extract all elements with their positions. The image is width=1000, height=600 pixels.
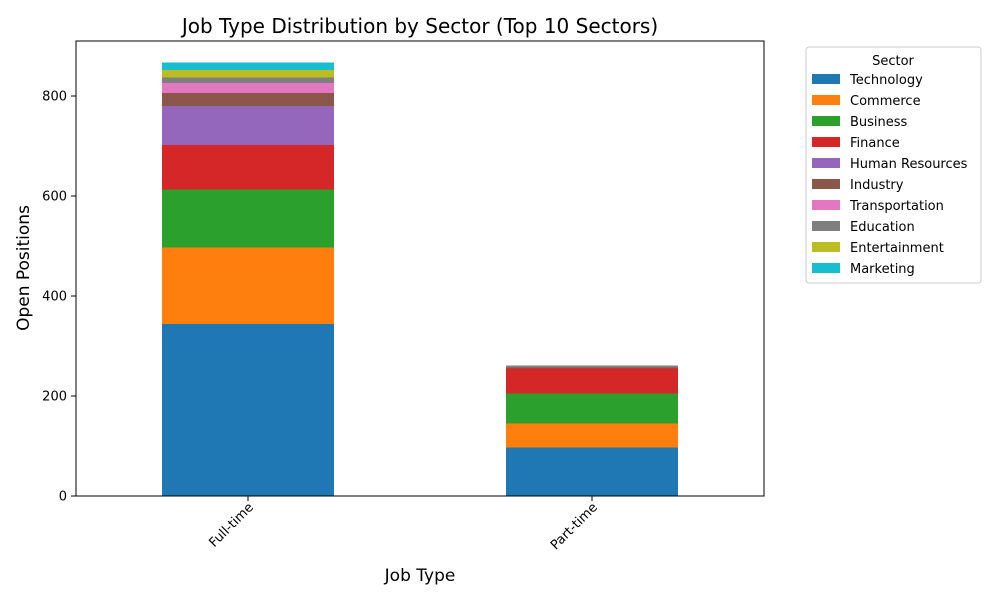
x-axis: Full-time Part-time — [206, 496, 601, 553]
x-axis-title: Job Type — [384, 566, 456, 586]
bar-segment-industry-part-time — [506, 367, 678, 369]
y-tick-label: 600 — [42, 190, 67, 205]
x-tick-label-full-time: Full-time — [206, 500, 256, 550]
legend-label-entertainment: Entertainment — [850, 241, 944, 256]
legend-swatch-transportation — [812, 200, 840, 210]
legend-label-human-resources: Human Resources — [850, 157, 968, 172]
legend-label-marketing: Marketing — [850, 262, 915, 277]
bar-segment-commerce-full-time — [162, 247, 334, 324]
bar-segment-technology-full-time — [162, 324, 334, 496]
bar-segment-education-part-time — [506, 365, 678, 368]
bar-segment-education-full-time — [162, 77, 334, 83]
bar-segment-transportation-full-time — [162, 83, 334, 93]
bar-segment-entertainment-full-time — [162, 70, 334, 78]
legend-swatch-entertainment — [812, 242, 840, 252]
legend-swatch-business — [812, 116, 840, 126]
bar-segment-business-part-time — [506, 393, 678, 424]
legend-box — [805, 46, 982, 284]
legend-label-industry: Industry — [850, 178, 904, 193]
legend-swatch-industry — [812, 179, 840, 189]
bar-segment-business-full-time — [162, 189, 334, 248]
bar-segment-technology-part-time — [506, 447, 678, 496]
y-tick-label: 200 — [42, 390, 67, 405]
legend-swatch-education — [812, 221, 840, 231]
legend-label-transportation: Transportation — [849, 199, 944, 214]
x-tick-label-part-time: Part-time — [548, 500, 601, 553]
bar-segment-marketing-full-time — [162, 62, 334, 70]
y-tick-label: 0 — [59, 490, 67, 505]
y-tick-label: 800 — [42, 90, 67, 105]
legend-swatch-finance — [812, 137, 840, 147]
legend-swatch-commerce — [812, 95, 840, 105]
legend-swatch-marketing — [812, 263, 840, 273]
legend-label-commerce: Commerce — [850, 94, 921, 109]
legend-items: Technology Commerce Business Finance Human R… — [812, 73, 968, 277]
y-axis: 0 200 400 600 800 — [42, 90, 76, 505]
legend-swatch-human-resources — [812, 158, 840, 168]
bar-segment-human-resources-full-time — [162, 106, 334, 145]
y-tick-label: 400 — [42, 290, 67, 305]
chart-title: Job Type Distribution by Sector (Top 10 … — [180, 14, 658, 38]
legend-label-business: Business — [850, 115, 908, 130]
bar-segment-industry-full-time — [162, 93, 334, 106]
legend-label-finance: Finance — [850, 136, 900, 151]
legend-title: Sector — [872, 54, 914, 69]
legend-label-education: Education — [850, 220, 915, 235]
legend-label-technology: Technology — [849, 73, 923, 88]
plot-frame — [75, 40, 765, 497]
legend-swatch-technology — [812, 74, 840, 84]
y-axis-title: Open Positions — [14, 205, 34, 331]
bars-layer — [162, 62, 678, 496]
bar-segment-finance-full-time — [162, 145, 334, 190]
bar-segment-finance-part-time — [506, 368, 678, 394]
bar-segment-commerce-part-time — [506, 423, 678, 448]
legend: Sector Technology Commerce Business Finance… — [805, 46, 982, 284]
